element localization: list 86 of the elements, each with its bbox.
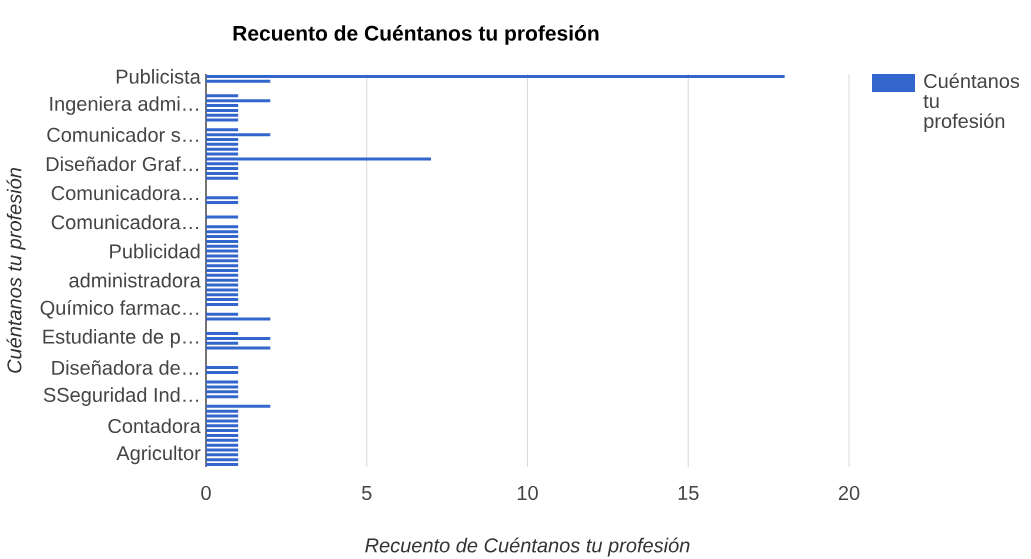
bar: [206, 113, 239, 117]
y-tick-label: Estudiante de p…: [43, 329, 199, 348]
bar: [206, 133, 271, 137]
y-tick-label: Publicidad: [110, 243, 200, 259]
bar: [206, 463, 239, 467]
bar: [206, 332, 239, 336]
y-tick-label: Diseñador Graf…: [46, 156, 199, 172]
bar: [206, 230, 239, 234]
x-tick-label: 20: [838, 485, 860, 501]
bar: [206, 283, 239, 287]
legend-label: Cuéntanos tu profesión: [923, 73, 1020, 133]
bar: [206, 118, 239, 122]
x-tick-label: 5: [361, 486, 372, 500]
bar: [206, 433, 239, 437]
bar: [206, 235, 239, 239]
bar: [206, 293, 239, 297]
bar: [206, 162, 239, 166]
bar: [206, 104, 239, 108]
bar: [206, 390, 239, 394]
y-tick-label: Ingeniera admi…: [50, 96, 199, 115]
y-tick-label: SSeguridad Ind…: [43, 387, 199, 406]
x-tick-label: 10: [517, 485, 538, 501]
bar: [206, 341, 239, 345]
y-tick-label: Comunicadora…: [51, 214, 199, 230]
bar: [206, 346, 271, 350]
bar: [206, 336, 271, 340]
bar: [206, 380, 239, 384]
bar: [206, 215, 239, 219]
x-tick-label: 0: [201, 485, 211, 501]
bar: [206, 264, 239, 268]
bar: [206, 225, 239, 229]
bar: [206, 458, 239, 462]
bar: [206, 273, 239, 277]
bar: [206, 438, 239, 442]
bar: [206, 414, 239, 418]
bar: [206, 94, 239, 98]
bar: [206, 419, 239, 423]
bar: [206, 317, 271, 321]
bar: [206, 288, 239, 292]
bar: [206, 278, 239, 282]
y-tick-label: Diseñadora de…: [52, 360, 199, 375]
y-tick-label: Agricultor: [116, 445, 201, 465]
bar: [206, 448, 239, 452]
bar: [206, 79, 271, 83]
bar: [206, 404, 271, 408]
x-tick-label: 15: [678, 486, 699, 500]
bar: [206, 409, 239, 413]
bar: [206, 201, 239, 205]
bar: [206, 453, 239, 457]
bar: [206, 395, 239, 399]
bar: [206, 157, 432, 161]
bar: [206, 443, 239, 447]
bar: [206, 268, 239, 272]
bar: [206, 74, 785, 78]
y-tick-label: Contadora: [108, 418, 201, 434]
bar: [206, 298, 239, 302]
bar: [206, 239, 239, 243]
bar: [206, 429, 239, 433]
chart-title: Recuento de Cuéntanos tu profesión: [233, 25, 599, 45]
bar: [206, 147, 239, 151]
bar: [206, 99, 271, 103]
bar: [206, 138, 239, 141]
bar: [206, 370, 239, 374]
bar: [206, 167, 239, 171]
y-tick-label: Publicista: [116, 69, 201, 84]
y-tick-label: Comunicador s…: [47, 127, 199, 142]
bar: [206, 312, 239, 316]
y-tick-label: administradora: [69, 272, 201, 288]
bar: [206, 366, 239, 370]
x-axis-title: Recuento de Cuéntanos tu profesión: [365, 537, 690, 557]
y-tick-label: Comunicadora…: [51, 185, 199, 201]
bar: [206, 249, 239, 253]
bar: [206, 254, 239, 258]
bar: [206, 302, 239, 306]
bar: [206, 196, 239, 200]
bar: [206, 108, 239, 112]
bar: [206, 176, 239, 180]
bar: [206, 259, 239, 263]
y-tick-label: Químico farmac…: [40, 300, 199, 319]
bar: [206, 244, 239, 248]
y-axis-title: Cuéntanos tu profesión: [6, 168, 26, 373]
bar: [206, 424, 239, 428]
bar: [206, 128, 239, 132]
bar: [206, 142, 239, 146]
bar: [206, 171, 239, 175]
bar: [206, 385, 239, 389]
